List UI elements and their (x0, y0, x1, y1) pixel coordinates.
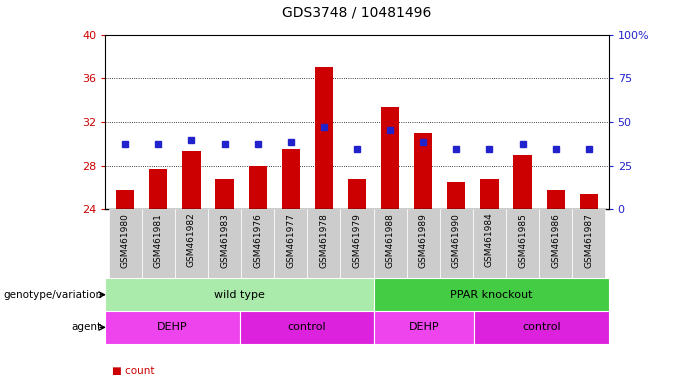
Text: control: control (522, 322, 561, 333)
Bar (182, 151, 201, 209)
Text: PPAR knockout: PPAR knockout (450, 290, 532, 300)
Bar (150, 169, 167, 209)
Text: GSM461977: GSM461977 (286, 213, 295, 268)
Text: GSM461984: GSM461984 (485, 213, 494, 268)
Bar (547, 190, 564, 209)
Bar (513, 155, 532, 209)
Bar (109, 209, 142, 278)
Text: DEHP: DEHP (409, 322, 439, 333)
Bar (116, 190, 135, 209)
Bar (373, 209, 407, 278)
Bar (381, 107, 399, 209)
Bar (440, 209, 473, 278)
Bar (480, 179, 498, 209)
Text: GSM461981: GSM461981 (154, 213, 163, 268)
Text: GSM461979: GSM461979 (352, 213, 362, 268)
Bar (274, 209, 307, 278)
Bar (105, 311, 239, 344)
Bar (341, 209, 373, 278)
Bar (475, 311, 609, 344)
Bar (239, 311, 374, 344)
Bar (407, 209, 440, 278)
Bar (506, 209, 539, 278)
Bar (315, 67, 333, 209)
Bar (282, 149, 300, 209)
Bar (348, 179, 366, 209)
Text: GSM461985: GSM461985 (518, 213, 527, 268)
Bar (142, 209, 175, 278)
Text: GSM461990: GSM461990 (452, 213, 461, 268)
Text: GDS3748 / 10481496: GDS3748 / 10481496 (282, 5, 432, 19)
Bar (374, 278, 609, 311)
Text: GSM461988: GSM461988 (386, 213, 394, 268)
Bar (572, 209, 605, 278)
Bar (374, 311, 475, 344)
Text: GSM461976: GSM461976 (253, 213, 262, 268)
Bar (307, 209, 341, 278)
Text: control: control (288, 322, 326, 333)
Text: GSM461982: GSM461982 (187, 213, 196, 268)
Bar (216, 179, 234, 209)
Text: agent: agent (72, 322, 102, 333)
Text: GSM461989: GSM461989 (419, 213, 428, 268)
Text: ■ count: ■ count (112, 366, 154, 376)
Bar (414, 133, 432, 209)
Text: genotype/variation: genotype/variation (3, 290, 102, 300)
Bar (447, 182, 465, 209)
Text: GSM461983: GSM461983 (220, 213, 229, 268)
Text: GSM461980: GSM461980 (121, 213, 130, 268)
Bar (208, 209, 241, 278)
Bar (249, 166, 267, 209)
Text: GSM461987: GSM461987 (584, 213, 593, 268)
Text: GSM461978: GSM461978 (320, 213, 328, 268)
Bar (539, 209, 572, 278)
Bar (175, 209, 208, 278)
Text: wild type: wild type (214, 290, 265, 300)
Bar (105, 278, 374, 311)
Text: GSM461986: GSM461986 (551, 213, 560, 268)
Bar (241, 209, 274, 278)
Bar (473, 209, 506, 278)
Bar (579, 194, 598, 209)
Text: DEHP: DEHP (157, 322, 188, 333)
